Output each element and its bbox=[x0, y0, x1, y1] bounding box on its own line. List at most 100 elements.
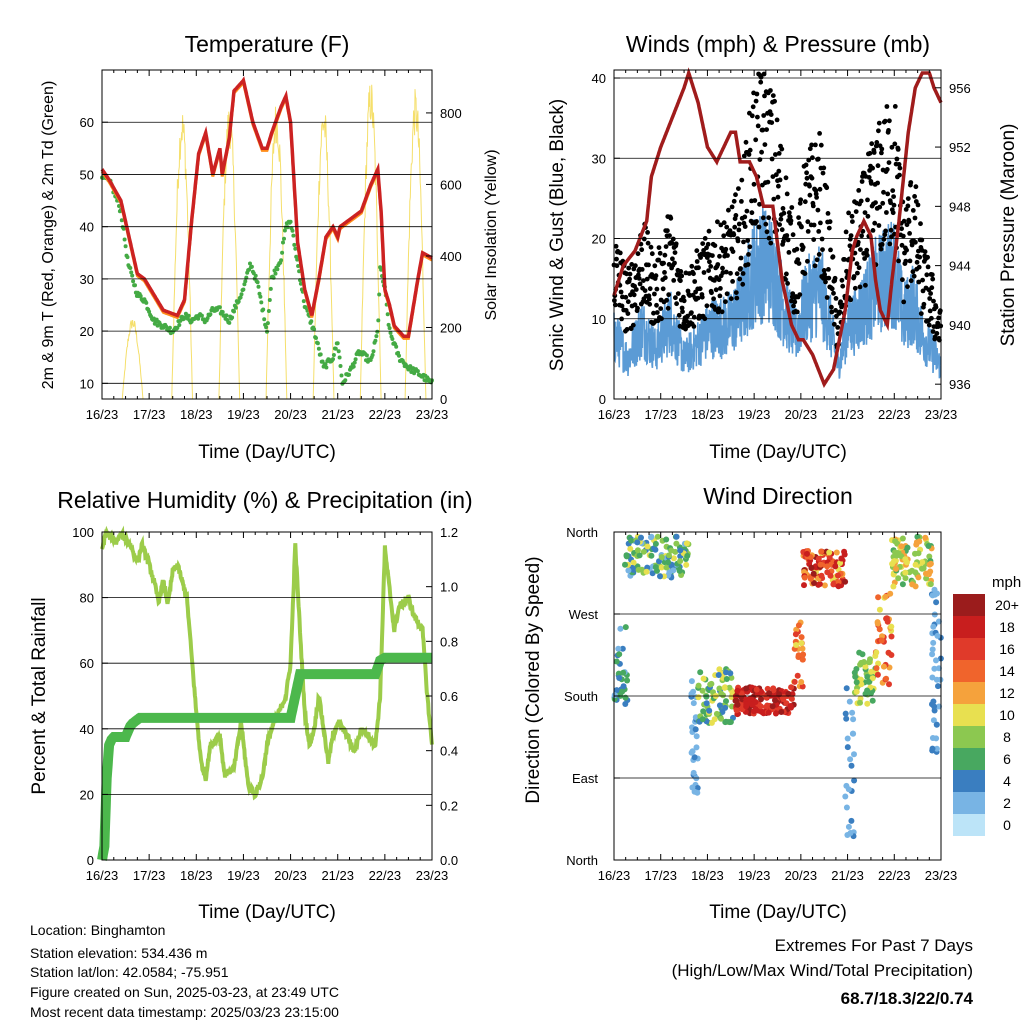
gust-point bbox=[721, 233, 727, 239]
dewpoint-point bbox=[333, 346, 338, 351]
dewpoint-point bbox=[232, 309, 236, 314]
direction-point bbox=[930, 717, 937, 724]
direction-point bbox=[716, 666, 723, 673]
gust-point bbox=[882, 232, 888, 238]
direction-point bbox=[625, 567, 632, 574]
gust-point bbox=[797, 292, 803, 297]
gust-point bbox=[680, 309, 685, 315]
y-tick-label: 0 bbox=[87, 853, 94, 868]
direction-point bbox=[857, 699, 863, 706]
gust-point bbox=[805, 258, 810, 264]
direction-point bbox=[817, 561, 824, 568]
gust-point bbox=[914, 259, 920, 265]
gust-point bbox=[705, 241, 711, 247]
gust-point bbox=[633, 263, 638, 269]
y2-tick-label: 1.0 bbox=[440, 580, 458, 595]
gust-point bbox=[814, 257, 820, 263]
gust-point bbox=[740, 281, 746, 287]
direction-point bbox=[824, 563, 831, 570]
direction-point bbox=[909, 567, 915, 574]
temperature-x-ticks: 16/23 17/23 18/23 19/23 20/23 21/23 22/23 23/23 bbox=[86, 70, 448, 422]
dewpoint-point bbox=[331, 353, 336, 357]
direction-point bbox=[933, 599, 940, 606]
dewpoint-point bbox=[220, 310, 225, 314]
speed-legend-label: 2 bbox=[1003, 795, 1011, 811]
gust-point bbox=[630, 322, 636, 328]
gust-point bbox=[641, 278, 646, 283]
gust-point bbox=[773, 172, 779, 178]
direction-point bbox=[692, 726, 699, 733]
direction-point bbox=[658, 554, 665, 561]
gust-point bbox=[723, 269, 729, 275]
pressure-line bbox=[612, 67, 943, 389]
speed-legend-swatch bbox=[953, 704, 985, 726]
direction-point bbox=[627, 545, 634, 552]
dewpoint-point bbox=[233, 305, 238, 310]
dewpoint-point bbox=[301, 299, 306, 304]
gust-point bbox=[689, 310, 694, 315]
direction-point bbox=[852, 673, 859, 680]
gust-point bbox=[930, 329, 936, 334]
direction-point bbox=[884, 618, 891, 625]
gust-point bbox=[718, 222, 724, 228]
direction-point bbox=[801, 574, 808, 581]
gust-point bbox=[869, 141, 875, 147]
gust-point bbox=[915, 202, 921, 208]
gust-point bbox=[697, 286, 703, 292]
dewpoint-point bbox=[337, 355, 342, 360]
gust-point bbox=[802, 271, 808, 276]
speed-legend-swatch bbox=[953, 748, 985, 770]
gust-point bbox=[905, 284, 910, 289]
direction-point bbox=[904, 544, 911, 551]
gust-point bbox=[800, 244, 806, 250]
gust-point bbox=[796, 215, 801, 221]
gust-point bbox=[884, 104, 890, 109]
gust-point bbox=[854, 261, 860, 267]
direction-point bbox=[676, 567, 683, 574]
gust-point bbox=[619, 303, 625, 309]
gust-point bbox=[856, 188, 862, 193]
gust-point bbox=[785, 281, 790, 286]
direction-point bbox=[833, 549, 840, 556]
gust-point bbox=[934, 331, 940, 336]
dewpoint-point bbox=[352, 360, 357, 365]
direction-point bbox=[909, 581, 916, 588]
dewpoint-point bbox=[324, 365, 329, 370]
gust-point bbox=[692, 279, 698, 284]
dewpoint-point bbox=[227, 320, 232, 325]
dewpoint-point bbox=[315, 341, 320, 346]
direction-point bbox=[929, 651, 936, 658]
gust-point bbox=[802, 199, 808, 205]
x-tick-label: 21/23 bbox=[831, 407, 864, 422]
gust-point bbox=[733, 213, 739, 218]
gust-point bbox=[916, 248, 921, 254]
gust-point bbox=[879, 150, 884, 156]
direction-point bbox=[935, 683, 941, 690]
dewpoint-point bbox=[230, 315, 235, 320]
x-tick-label: 22/23 bbox=[369, 407, 402, 422]
dewpoint-point bbox=[275, 267, 280, 272]
winds-y2-ticks: 936 940 944 948 952 956 bbox=[935, 81, 971, 392]
gust-point bbox=[867, 150, 873, 156]
gust-point bbox=[784, 191, 790, 197]
gust-point bbox=[882, 118, 888, 124]
gust-point bbox=[656, 257, 661, 263]
gust-point bbox=[731, 232, 737, 238]
direction-point bbox=[864, 700, 871, 707]
gust-point bbox=[881, 236, 887, 242]
direction-point bbox=[673, 540, 680, 547]
direction-point bbox=[634, 539, 641, 546]
gust-point bbox=[870, 228, 876, 233]
gust-point bbox=[723, 246, 729, 252]
direction-point bbox=[753, 686, 760, 693]
gust-point bbox=[875, 163, 881, 169]
info-created: Figure created on Sun, 2025-03-23, at 23… bbox=[30, 984, 339, 1000]
gust-point bbox=[892, 141, 898, 147]
gust-point bbox=[723, 299, 728, 305]
solar-insolation-line bbox=[121, 320, 144, 400]
gust-point bbox=[891, 202, 897, 208]
direction-point bbox=[888, 652, 895, 658]
direction-point bbox=[793, 626, 800, 633]
solar-insolation-line bbox=[404, 89, 427, 400]
speed-legend-swatch bbox=[953, 792, 985, 814]
